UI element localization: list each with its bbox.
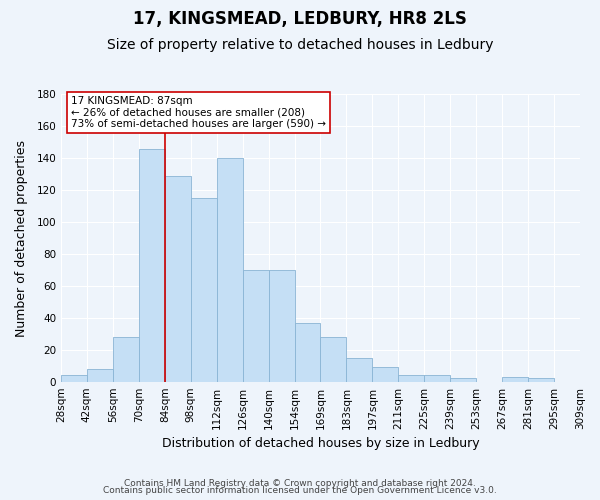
Bar bbox=[295, 322, 320, 382]
Bar bbox=[424, 376, 450, 382]
Bar bbox=[61, 376, 87, 382]
Text: Contains public sector information licensed under the Open Government Licence v3: Contains public sector information licen… bbox=[103, 486, 497, 495]
Bar bbox=[346, 358, 373, 382]
Bar bbox=[398, 376, 424, 382]
Text: Contains HM Land Registry data © Crown copyright and database right 2024.: Contains HM Land Registry data © Crown c… bbox=[124, 478, 476, 488]
Bar bbox=[502, 377, 528, 382]
X-axis label: Distribution of detached houses by size in Ledbury: Distribution of detached houses by size … bbox=[161, 437, 479, 450]
Y-axis label: Number of detached properties: Number of detached properties bbox=[15, 140, 28, 336]
Bar bbox=[269, 270, 295, 382]
Text: Size of property relative to detached houses in Ledbury: Size of property relative to detached ho… bbox=[107, 38, 493, 52]
Bar bbox=[450, 378, 476, 382]
Bar bbox=[373, 368, 398, 382]
Bar bbox=[242, 270, 269, 382]
Bar bbox=[165, 176, 191, 382]
Bar bbox=[139, 148, 165, 382]
Bar bbox=[528, 378, 554, 382]
Text: 17 KINGSMEAD: 87sqm
← 26% of detached houses are smaller (208)
73% of semi-detac: 17 KINGSMEAD: 87sqm ← 26% of detached ho… bbox=[71, 96, 326, 129]
Bar bbox=[87, 369, 113, 382]
Bar bbox=[113, 337, 139, 382]
Bar bbox=[217, 158, 242, 382]
Bar bbox=[191, 198, 217, 382]
Text: 17, KINGSMEAD, LEDBURY, HR8 2LS: 17, KINGSMEAD, LEDBURY, HR8 2LS bbox=[133, 10, 467, 28]
Bar bbox=[320, 337, 346, 382]
